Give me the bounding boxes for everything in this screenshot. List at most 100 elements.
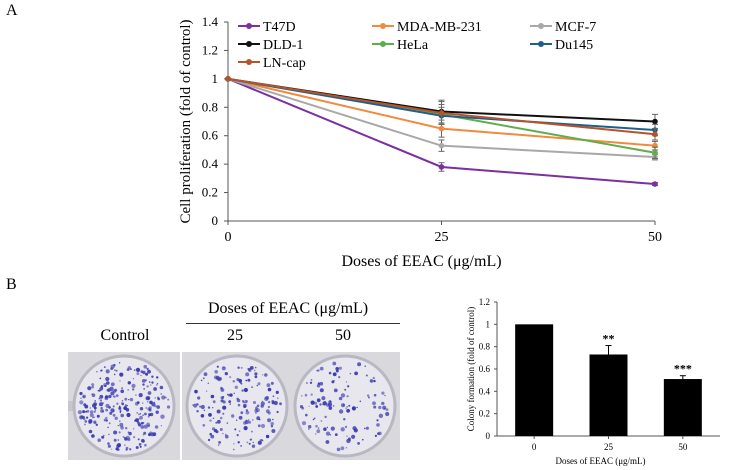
colony-dot bbox=[113, 373, 116, 376]
colony-dot bbox=[124, 397, 128, 401]
colony-dot bbox=[119, 380, 121, 382]
data-point-ln-cap bbox=[225, 76, 231, 82]
colony-dot bbox=[125, 408, 130, 412]
colony-dot bbox=[366, 394, 370, 397]
colony-dot bbox=[344, 425, 348, 428]
colony-dot bbox=[141, 438, 145, 443]
colony-dot bbox=[144, 443, 147, 447]
colony-dot bbox=[231, 414, 235, 418]
colony-dot bbox=[363, 427, 366, 430]
colony-dot bbox=[242, 400, 244, 402]
colony-dot bbox=[125, 435, 130, 441]
line-chart-x-tick-label: 50 bbox=[648, 230, 662, 245]
colony-dot bbox=[254, 375, 258, 379]
legend-label-mda-mb-231: MDA-MB-231 bbox=[397, 20, 482, 35]
legend-marker-du145 bbox=[538, 41, 544, 47]
colony-dot bbox=[257, 382, 261, 386]
colony-dot bbox=[129, 397, 134, 402]
colony-dot bbox=[374, 434, 377, 437]
colony-dot bbox=[93, 410, 96, 413]
colony-dot bbox=[262, 374, 264, 376]
legend-label-dld-1: DLD-1 bbox=[263, 38, 303, 53]
colony-dot bbox=[141, 402, 144, 404]
colony-dot bbox=[315, 433, 317, 435]
colony-dot bbox=[80, 415, 84, 419]
colony-dot bbox=[248, 442, 251, 445]
colony-dot bbox=[203, 409, 206, 412]
colony-dot bbox=[213, 375, 218, 380]
colony-dot bbox=[319, 381, 324, 386]
colony-dot bbox=[217, 419, 221, 424]
colony-dot bbox=[113, 438, 117, 442]
colony-dot bbox=[91, 393, 96, 397]
colony-dot bbox=[220, 388, 225, 392]
colony-dot bbox=[316, 429, 321, 434]
colony-dot bbox=[321, 396, 326, 401]
colony-dot bbox=[265, 434, 270, 439]
colony-dot bbox=[338, 396, 343, 401]
colony-dot bbox=[270, 422, 274, 426]
colony-dot bbox=[150, 384, 152, 386]
colony-dot bbox=[325, 431, 331, 436]
colony-dot bbox=[120, 389, 124, 394]
colony-dot bbox=[233, 392, 235, 394]
colony-dot bbox=[136, 372, 140, 376]
colony-dot bbox=[107, 442, 110, 445]
colony-dot bbox=[310, 379, 313, 381]
colony-dot bbox=[156, 376, 159, 379]
colony-dot bbox=[220, 399, 224, 403]
line-chart-y-label: Cell proliferation (fold of control) bbox=[178, 19, 194, 223]
colony-dot bbox=[216, 365, 219, 368]
colony-dot bbox=[200, 379, 203, 382]
colony-dot bbox=[257, 424, 261, 428]
legend-label-t47d: T47D bbox=[263, 20, 296, 35]
photo-label-50: 50 bbox=[335, 327, 351, 344]
data-point-hela bbox=[652, 149, 658, 156]
bar-25 bbox=[589, 354, 628, 436]
bar-chart-y-tick-label: 0.6 bbox=[479, 364, 491, 374]
colony-dot bbox=[212, 400, 216, 404]
colony-dot bbox=[240, 366, 243, 369]
colony-dot bbox=[312, 418, 315, 421]
colony-dot bbox=[145, 407, 147, 409]
colony-dot bbox=[139, 415, 143, 420]
colony-dot bbox=[127, 412, 129, 415]
bar-chart-x-tick-label: 0 bbox=[532, 442, 537, 452]
colony-dot bbox=[143, 431, 147, 435]
colony-dot bbox=[378, 405, 382, 410]
colony-dot bbox=[115, 369, 118, 372]
colony-dot bbox=[94, 421, 97, 424]
colony-dot bbox=[114, 416, 118, 420]
colony-dot bbox=[385, 408, 389, 411]
colony-dot bbox=[135, 394, 137, 396]
colony-dot bbox=[159, 385, 164, 390]
colony-dot bbox=[142, 370, 146, 375]
colony-dot bbox=[99, 377, 102, 380]
colony-dot bbox=[164, 396, 167, 399]
colony-dot bbox=[139, 445, 142, 448]
colony-dot bbox=[272, 395, 275, 398]
colony-dot bbox=[348, 404, 351, 407]
colony-dot bbox=[229, 376, 232, 379]
colony-dot bbox=[92, 417, 94, 419]
line-chart-x-tick-label: 0 bbox=[225, 230, 232, 245]
colony-dot bbox=[118, 431, 121, 434]
colony-dot bbox=[209, 432, 212, 436]
colony-dot bbox=[324, 415, 327, 419]
colony-dot bbox=[306, 382, 308, 384]
colony-dot bbox=[108, 422, 111, 425]
colony-dot bbox=[304, 393, 308, 397]
colony-dot bbox=[226, 422, 229, 424]
colony-dot bbox=[123, 436, 126, 438]
colony-dot bbox=[384, 394, 386, 397]
bar-0 bbox=[515, 324, 554, 436]
colony-dot bbox=[308, 425, 312, 429]
colony-dot bbox=[334, 433, 338, 436]
colony-dot bbox=[212, 407, 214, 409]
colony-dot bbox=[115, 394, 119, 397]
colony-dot bbox=[346, 381, 348, 383]
colony-dot bbox=[160, 414, 165, 419]
colony-dot bbox=[253, 401, 256, 404]
colony-dot bbox=[260, 404, 264, 408]
